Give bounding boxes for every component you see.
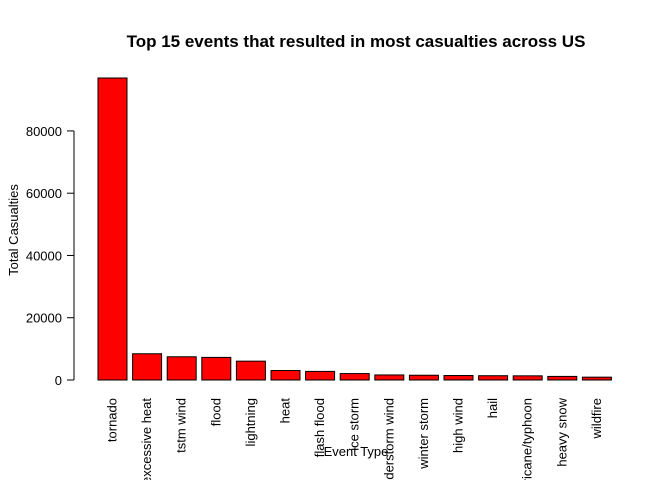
bar-hail	[478, 375, 509, 381]
y-tick-label: 0	[55, 373, 62, 388]
x-tick-label: ice storm	[347, 398, 362, 451]
x-tick-label: wildfire	[589, 398, 604, 439]
x-tick-label: hurricane/typhoon	[520, 398, 535, 480]
bar-wildfire	[581, 376, 612, 381]
x-tick-label: high wind	[451, 398, 466, 453]
bar-heat	[270, 370, 301, 381]
bar-thunderstorm-wind	[374, 374, 405, 381]
x-tick-label: lightning	[243, 398, 258, 446]
y-tick-label: 20000	[26, 311, 62, 326]
bar-tstm-wind	[166, 356, 197, 381]
bar-ice-storm	[339, 373, 370, 381]
bar-high-wind	[443, 375, 474, 381]
chart-title: Top 15 events that resulted in most casu…	[127, 32, 586, 51]
x-tick-label: flash flood	[312, 398, 327, 457]
bar-winter-storm	[408, 374, 439, 381]
y-axis-label: Total Casualties	[6, 184, 21, 276]
x-tick-label: tornado	[105, 398, 120, 442]
x-tick-label: excessive heat	[139, 398, 154, 480]
x-tick-label: tstm wind	[174, 398, 189, 453]
y-tick-label: 40000	[26, 248, 62, 263]
y-tick-label: 80000	[26, 124, 62, 139]
x-tick-label: heavy snow	[554, 397, 569, 466]
bar-hurricane-typhoon	[512, 375, 543, 381]
bar-excessive-heat	[132, 353, 163, 381]
bar-heavy-snow	[547, 375, 578, 381]
y-tick-label: 60000	[26, 186, 62, 201]
x-tick-label: hail	[485, 398, 500, 418]
bar-flash-flood	[305, 370, 336, 381]
bars	[97, 77, 612, 381]
y-axis: 0 20000 40000 60000 80000	[26, 124, 75, 388]
bar-lightning	[235, 360, 266, 381]
x-tick-label: winter storm	[416, 398, 431, 470]
x-axis-label: Event Type	[324, 444, 389, 459]
bar-tornado	[97, 77, 128, 381]
x-tick-label: thunderstorm wind	[381, 398, 396, 480]
bar-flood	[201, 356, 232, 381]
x-category-labels: tornado excessive heat tstm wind flood light…	[105, 397, 604, 485]
x-tick-label: heat	[278, 398, 293, 424]
x-tick-label: flood	[208, 398, 223, 426]
